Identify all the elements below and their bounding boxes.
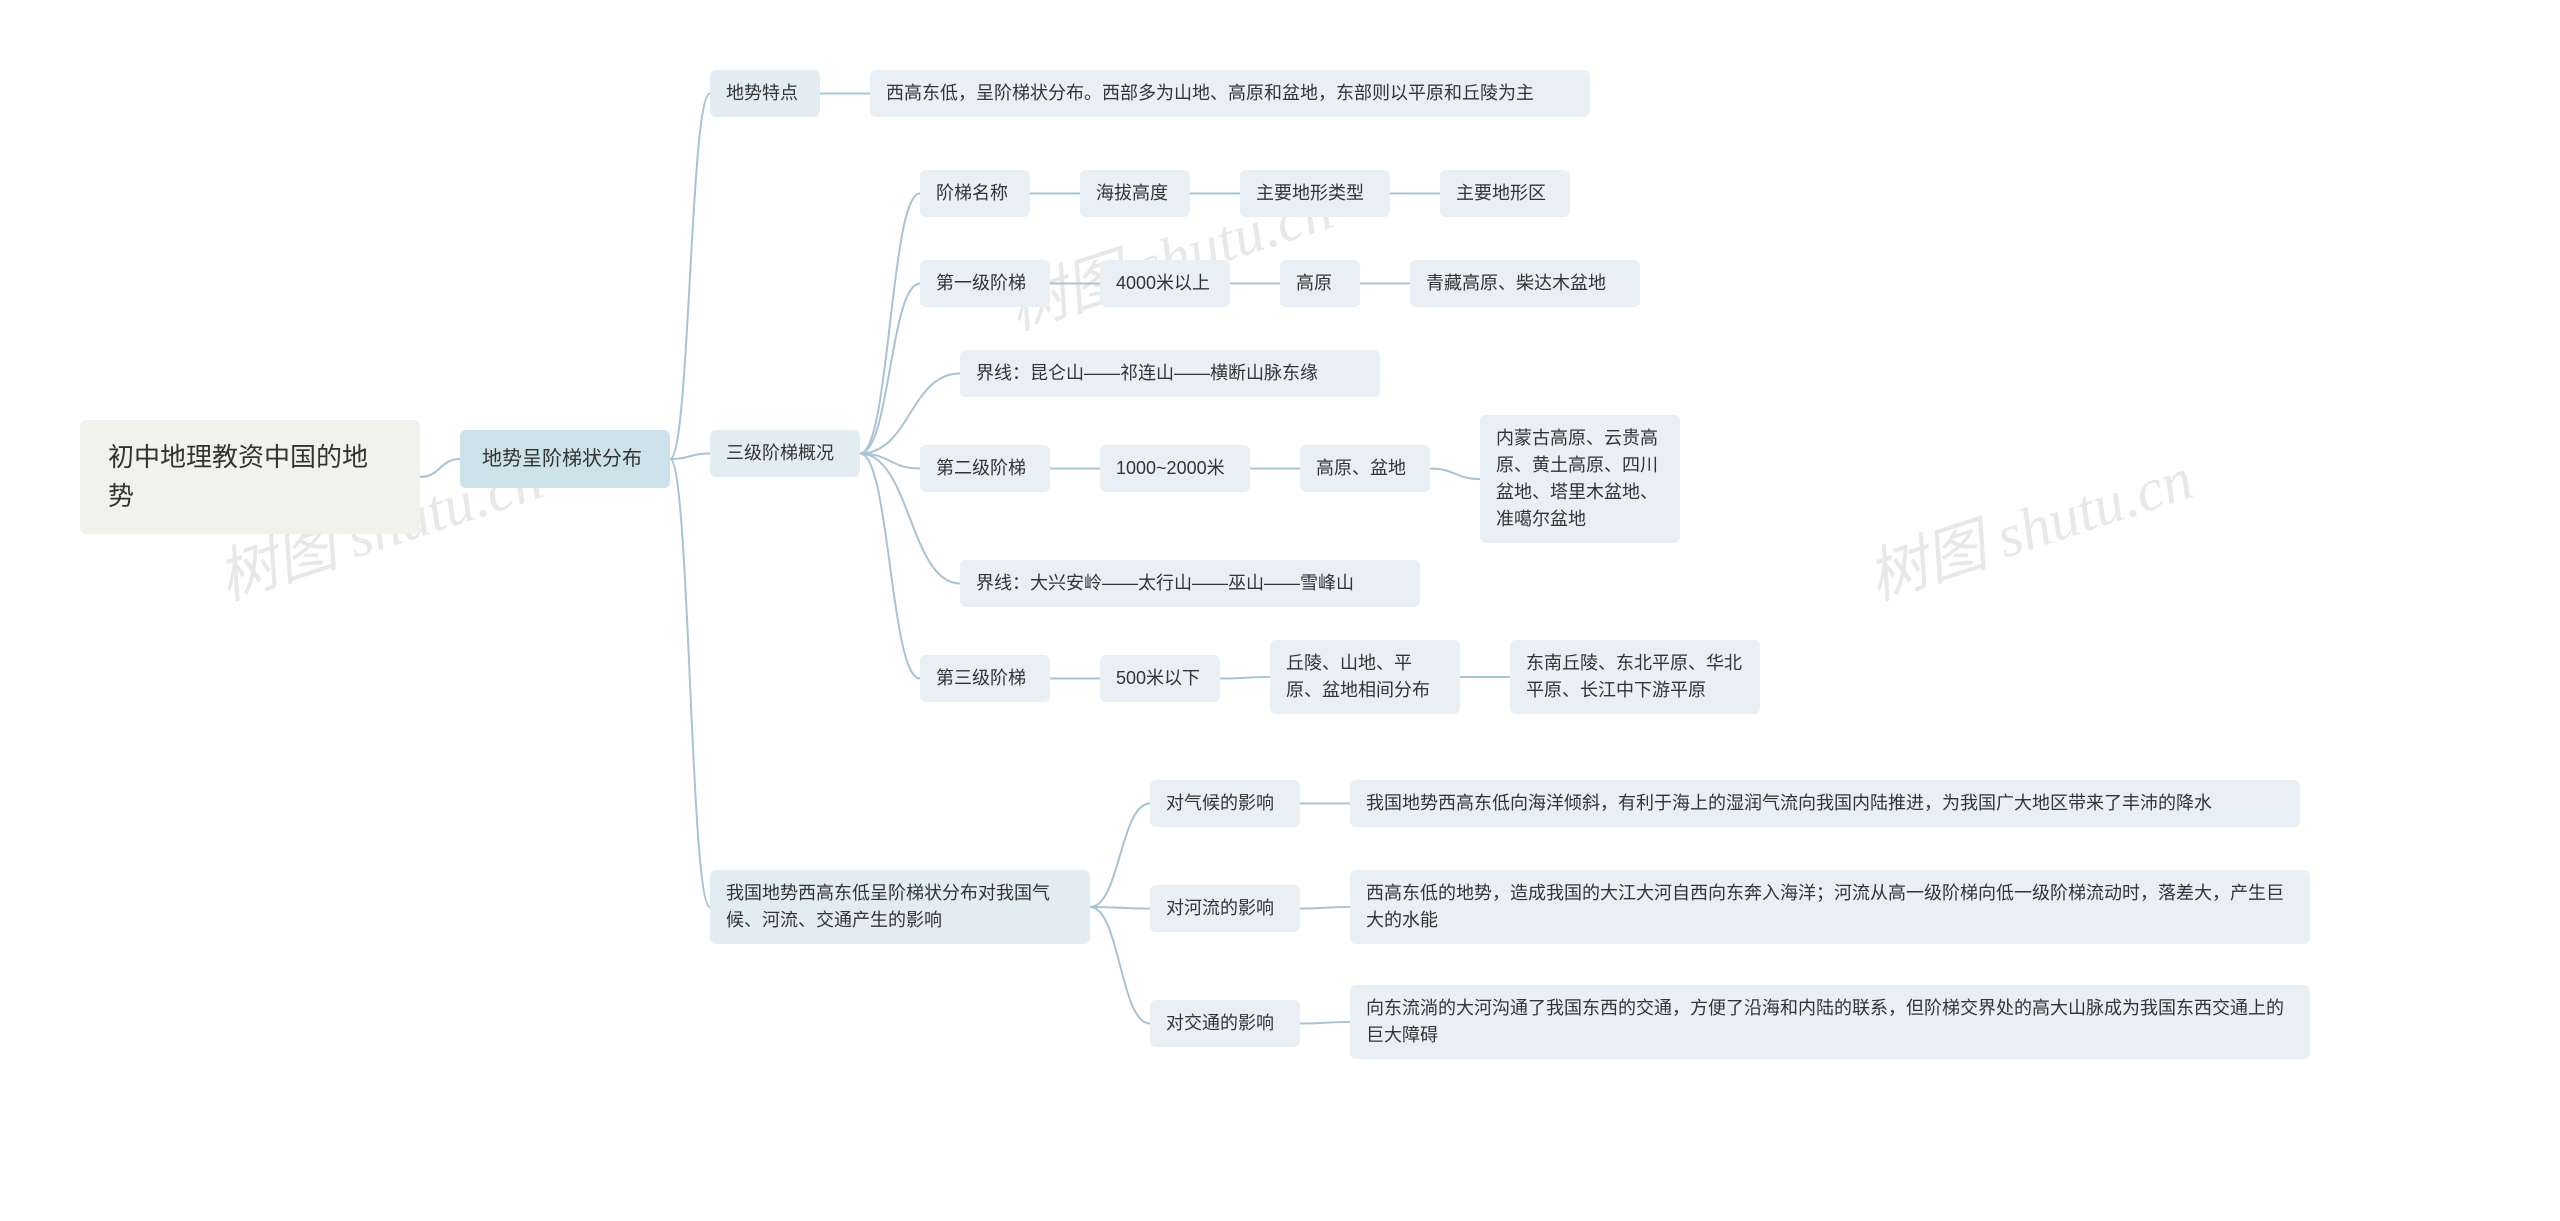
- mindmap-node[interactable]: 高原、盆地: [1300, 445, 1430, 492]
- connector: [860, 194, 920, 454]
- connector: [860, 284, 920, 454]
- connector: [1090, 804, 1150, 908]
- connector: [1090, 907, 1150, 1024]
- mindmap-node[interactable]: 界线：昆仑山——祁连山——横断山脉东缘: [960, 350, 1380, 397]
- mindmap-node[interactable]: 高原: [1280, 260, 1360, 307]
- mindmap-node[interactable]: 第一级阶梯: [920, 260, 1050, 307]
- connector: [1090, 907, 1150, 909]
- mindmap-node[interactable]: 向东流淌的大河沟通了我国东西的交通，方便了沿海和内陆的联系，但阶梯交界处的高大山…: [1350, 985, 2310, 1059]
- mindmap-node[interactable]: 地势特点: [710, 70, 820, 117]
- mindmap-node[interactable]: 地势呈阶梯状分布: [460, 430, 670, 488]
- mindmap-node[interactable]: 1000~2000米: [1100, 445, 1250, 492]
- mindmap-node[interactable]: 海拔高度: [1080, 170, 1190, 217]
- mindmap-node[interactable]: 三级阶梯概况: [710, 430, 860, 477]
- watermark: 树图 shutu.cn: [1855, 430, 2202, 617]
- connector: [860, 454, 920, 679]
- mindmap-root[interactable]: 初中地理教资中国的地势: [80, 420, 420, 534]
- mindmap-node[interactable]: 西高东低的地势，造成我国的大江大河自西向东奔入海洋；河流从高一级阶梯向低一级阶梯…: [1350, 870, 2310, 944]
- connector: [670, 94, 710, 460]
- mindmap-node[interactable]: 第三级阶梯: [920, 655, 1050, 702]
- connector: [1300, 1022, 1350, 1024]
- connector: [670, 454, 710, 460]
- mindmap-node[interactable]: 对交通的影响: [1150, 1000, 1300, 1047]
- mindmap-node[interactable]: 4000米以上: [1100, 260, 1230, 307]
- mindmap-node[interactable]: 主要地形类型: [1240, 170, 1390, 217]
- mindmap-node[interactable]: 东南丘陵、东北平原、华北平原、长江中下游平原: [1510, 640, 1760, 714]
- mindmap-node[interactable]: 500米以下: [1100, 655, 1220, 702]
- connector: [860, 374, 960, 454]
- connector: [860, 454, 920, 469]
- mindmap-node[interactable]: 界线：大兴安岭——太行山——巫山——雪峰山: [960, 560, 1420, 607]
- mindmap-node[interactable]: 阶梯名称: [920, 170, 1030, 217]
- connector: [1220, 677, 1270, 679]
- mindmap-node[interactable]: 对气候的影响: [1150, 780, 1300, 827]
- mindmap-node[interactable]: 丘陵、山地、平原、盆地相间分布: [1270, 640, 1460, 714]
- connector: [420, 459, 460, 477]
- connector: [1430, 469, 1480, 480]
- connector: [1300, 907, 1350, 909]
- mindmap-node[interactable]: 对河流的影响: [1150, 885, 1300, 932]
- mindmap-node[interactable]: 我国地势西高东低向海洋倾斜，有利于海上的湿润气流向我国内陆推进，为我国广大地区带…: [1350, 780, 2300, 827]
- mindmap-node[interactable]: 内蒙古高原、云贵高原、黄土高原、四川盆地、塔里木盆地、准噶尔盆地: [1480, 415, 1680, 543]
- mindmap-node[interactable]: 主要地形区: [1440, 170, 1570, 217]
- mindmap-node[interactable]: 第二级阶梯: [920, 445, 1050, 492]
- mindmap-node[interactable]: 青藏高原、柴达木盆地: [1410, 260, 1640, 307]
- connector: [670, 459, 710, 907]
- mindmap-node[interactable]: 西高东低，呈阶梯状分布。西部多为山地、高原和盆地，东部则以平原和丘陵为主: [870, 70, 1590, 117]
- mindmap-node[interactable]: 我国地势西高东低呈阶梯状分布对我国气候、河流、交通产生的影响: [710, 870, 1090, 944]
